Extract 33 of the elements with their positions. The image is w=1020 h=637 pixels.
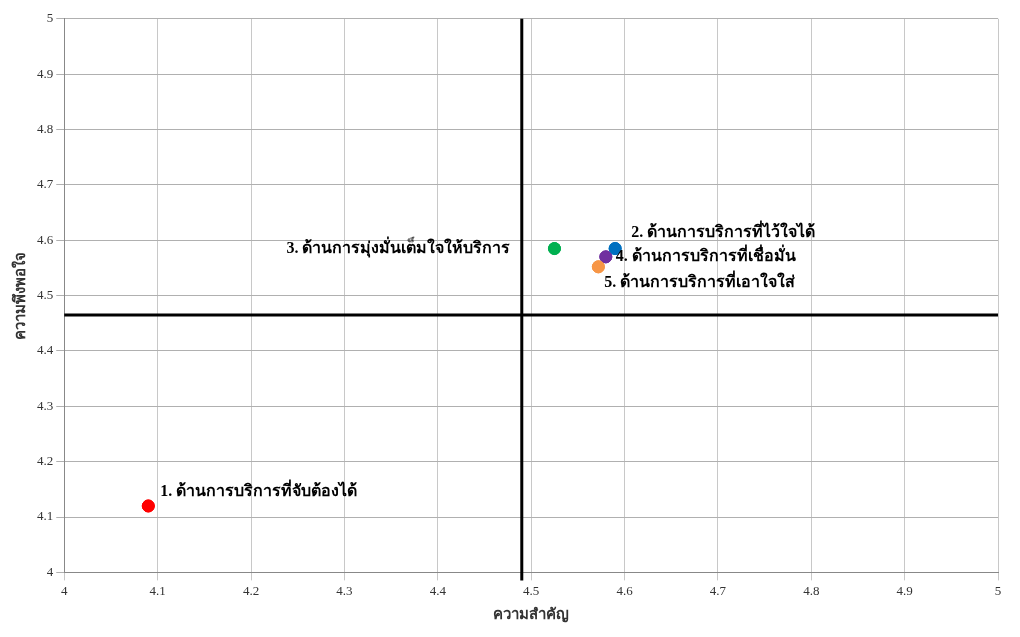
y-tick-label: 4.1 bbox=[37, 508, 54, 524]
x-tick-label: 4.3 bbox=[336, 582, 353, 598]
text: 3. ด้านการมุ่งมั่นเต็มใจให้บริการ bbox=[286, 235, 511, 258]
x-tick-label: 4.9 bbox=[896, 582, 913, 598]
y-tick-label: 4 bbox=[46, 563, 54, 579]
y-axis-title: ความพึงพอใจ bbox=[10, 251, 28, 340]
y-tick-label: 4.9 bbox=[37, 65, 54, 81]
y-tick-label: 4.5 bbox=[37, 287, 54, 303]
y-tick-label: 4.8 bbox=[37, 120, 54, 136]
y-tick-label: 4.7 bbox=[37, 176, 54, 192]
series-label: 5. ด้านการบริการที่เอาใจใส่ bbox=[604, 269, 796, 290]
x-tick-label: 4 bbox=[61, 582, 68, 598]
y-tick-label: 4.6 bbox=[37, 231, 54, 247]
y-tick-label: 4.3 bbox=[37, 397, 54, 413]
x-tick-label: 5 bbox=[994, 582, 1002, 598]
x-tick-label: 4.2 bbox=[242, 582, 260, 598]
x-tick-label: 4.5 bbox=[523, 582, 540, 598]
y-tick-label: 4.4 bbox=[37, 342, 54, 358]
y-tick-label: 5 bbox=[46, 10, 54, 26]
x-tick-label: 4.8 bbox=[803, 582, 820, 598]
point bbox=[547, 242, 561, 256]
series-label: 4. ด้านการบริการที่เชื่อมั่น bbox=[615, 243, 796, 264]
point bbox=[591, 260, 605, 274]
point bbox=[141, 499, 155, 513]
series-label: 2. ด้านการบริการที่ไว้ใจได้ bbox=[631, 219, 816, 240]
x-tick-label: 4.7 bbox=[709, 582, 727, 598]
x-tick-label: 4.6 bbox=[616, 582, 634, 598]
series-label: 1. ด้านการบริการที่จับต้องได้ bbox=[160, 479, 358, 500]
x-axis-title: ความสำคัญ bbox=[493, 605, 570, 623]
x-tick-label: 4.4 bbox=[429, 582, 447, 598]
x-tick-label: 4.1 bbox=[149, 582, 166, 598]
point bbox=[599, 250, 613, 264]
y-tick-label: 4.2 bbox=[37, 453, 54, 469]
